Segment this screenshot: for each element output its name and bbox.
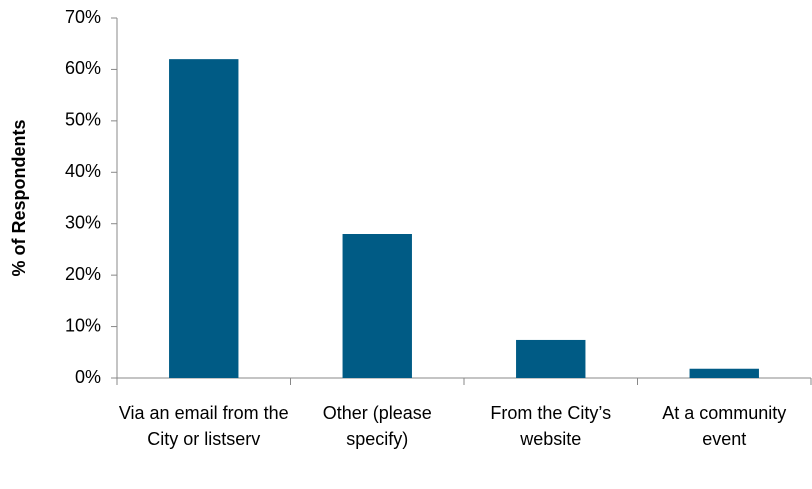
y-tick-label: 70% [65, 7, 101, 27]
y-tick-label: 50% [65, 110, 101, 130]
x-tick-label: From the City’s website [490, 403, 612, 449]
y-tick-label: 40% [65, 161, 101, 181]
y-axis-title: % of Respondents [9, 119, 29, 276]
y-tick-label: 20% [65, 264, 101, 284]
bar [342, 234, 412, 378]
y-tick-label: 10% [65, 315, 101, 335]
bar [516, 339, 586, 378]
y-tick-label: 30% [65, 212, 101, 232]
x-tick-label: Other (please specify) [322, 403, 432, 449]
bar [169, 59, 239, 379]
x-tick-label: Via an email from the City or listserv [118, 403, 289, 449]
bar [689, 368, 759, 378]
x-tick-label: At a community event [662, 403, 787, 449]
y-tick-label: 0% [75, 367, 101, 387]
y-tick-label: 60% [65, 58, 101, 78]
